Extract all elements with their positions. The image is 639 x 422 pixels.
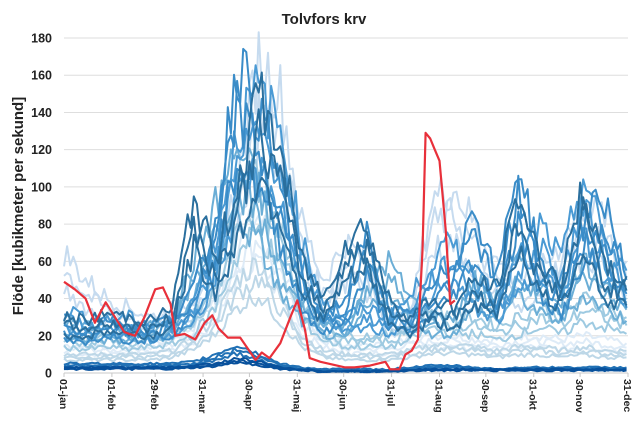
x-tick-label: 30-jun — [337, 379, 349, 410]
x-tick-label: 31-okt — [527, 379, 539, 410]
background-series-line — [63, 156, 628, 345]
x-tick-label: 31-mar — [196, 379, 208, 413]
x-tick-label: 30-nov — [573, 379, 585, 413]
background-series-line — [63, 176, 628, 341]
highlight-series-line — [63, 131, 456, 371]
y-axis-label: Flöde [kubikmeter per sekund] — [10, 97, 27, 315]
background-series-line — [63, 108, 628, 335]
y-tick-label: 40 — [38, 292, 52, 306]
x-tick-label: 29-feb — [148, 379, 160, 410]
chart-title: Tolvfors krv — [282, 11, 367, 28]
x-tick-label: 31-jul — [385, 379, 397, 407]
y-tick-label: 120 — [31, 143, 52, 157]
x-tick-label: 31-maj — [290, 379, 302, 412]
y-tick-label: 160 — [31, 69, 52, 83]
x-tick-label: 31-dec — [621, 379, 633, 412]
y-tick-label: 100 — [31, 180, 52, 194]
y-tick-label: 80 — [38, 218, 52, 232]
background-series-line — [63, 361, 627, 374]
background-series-line — [63, 71, 628, 327]
x-tick-label: 01-jan — [57, 379, 69, 409]
background-series-line — [63, 293, 627, 363]
y-tick-label: 0 — [45, 367, 52, 381]
y-tick-labels: 0 20 40 60 80 100 120 140 160 180 — [31, 32, 52, 381]
y-tick-label: 60 — [38, 255, 52, 269]
y-tick-label: 180 — [31, 32, 52, 46]
y-tick-label: 140 — [31, 106, 52, 120]
series-group — [63, 31, 628, 374]
background-series-line — [63, 274, 627, 361]
x-tick-label: 01-feb — [105, 379, 117, 410]
x-tick-label: 30-sep — [479, 379, 491, 412]
x-tick-labels: 01-jan 01-feb 29-feb 31-mar 30-apr 31-maj 30-j… — [57, 373, 633, 413]
y-tick-label: 20 — [38, 329, 52, 343]
x-tick-label: 31-aug — [432, 379, 444, 413]
background-series-line — [63, 224, 628, 353]
background-series-line — [63, 158, 628, 347]
x-tick-label: 30-apr — [242, 379, 254, 411]
